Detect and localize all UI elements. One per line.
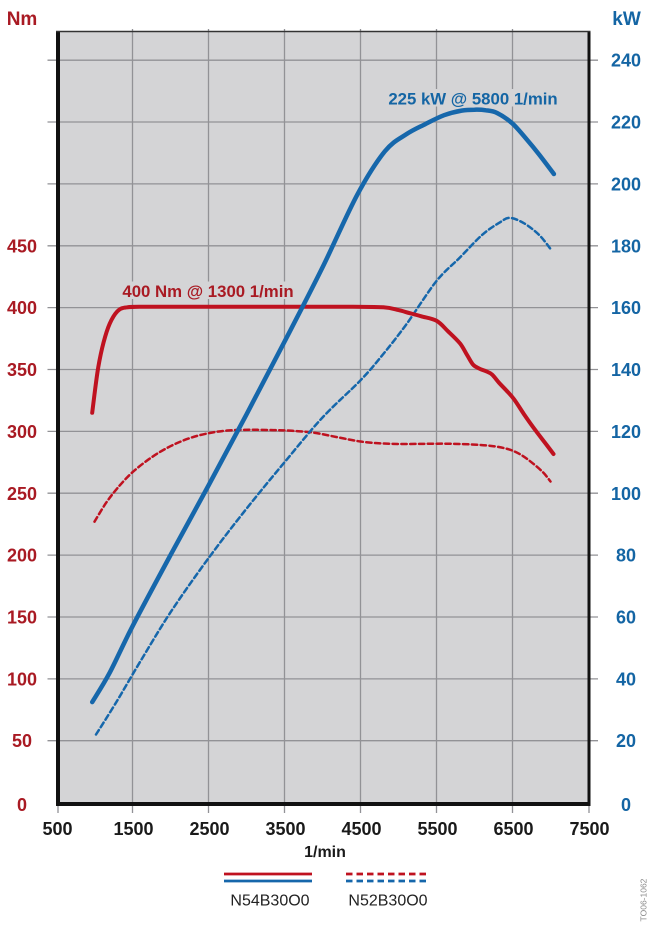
svg-text:20: 20 xyxy=(616,731,636,751)
svg-text:400: 400 xyxy=(7,298,37,318)
svg-text:160: 160 xyxy=(611,298,641,318)
svg-text:Nm: Nm xyxy=(7,9,38,30)
svg-text:50: 50 xyxy=(12,731,32,751)
svg-text:500: 500 xyxy=(42,819,72,839)
svg-text:150: 150 xyxy=(7,608,37,628)
svg-text:450: 450 xyxy=(7,236,37,256)
svg-text:100: 100 xyxy=(611,484,641,504)
svg-text:240: 240 xyxy=(611,51,641,71)
svg-text:0: 0 xyxy=(621,795,631,815)
svg-text:60: 60 xyxy=(616,608,636,628)
svg-text:200: 200 xyxy=(611,174,641,194)
svg-text:180: 180 xyxy=(611,236,641,256)
svg-text:6500: 6500 xyxy=(493,819,533,839)
svg-text:220: 220 xyxy=(611,113,641,133)
svg-text:TO06-1062: TO06-1062 xyxy=(639,878,649,921)
svg-text:1/min: 1/min xyxy=(304,844,346,861)
svg-text:0: 0 xyxy=(17,795,27,815)
svg-text:2500: 2500 xyxy=(189,819,229,839)
svg-text:kW: kW xyxy=(612,9,641,30)
svg-text:7500: 7500 xyxy=(569,819,609,839)
svg-text:350: 350 xyxy=(7,360,37,380)
svg-text:100: 100 xyxy=(7,669,37,689)
svg-text:1500: 1500 xyxy=(113,819,153,839)
svg-text:N54B30O0: N54B30O0 xyxy=(230,893,309,910)
svg-text:3500: 3500 xyxy=(265,819,305,839)
svg-text:400 Nm @ 1300 1/min: 400 Nm @ 1300 1/min xyxy=(122,282,293,301)
svg-text:120: 120 xyxy=(611,422,641,442)
svg-text:80: 80 xyxy=(616,546,636,566)
svg-text:300: 300 xyxy=(7,422,37,442)
svg-text:250: 250 xyxy=(7,484,37,504)
svg-text:5500: 5500 xyxy=(417,819,457,839)
svg-text:140: 140 xyxy=(611,360,641,380)
svg-text:200: 200 xyxy=(7,546,37,566)
svg-text:4500: 4500 xyxy=(341,819,381,839)
svg-text:40: 40 xyxy=(616,669,636,689)
svg-text:225 kW @ 5800 1/min: 225 kW @ 5800 1/min xyxy=(388,90,557,109)
svg-text:N52B30O0: N52B30O0 xyxy=(348,893,427,910)
